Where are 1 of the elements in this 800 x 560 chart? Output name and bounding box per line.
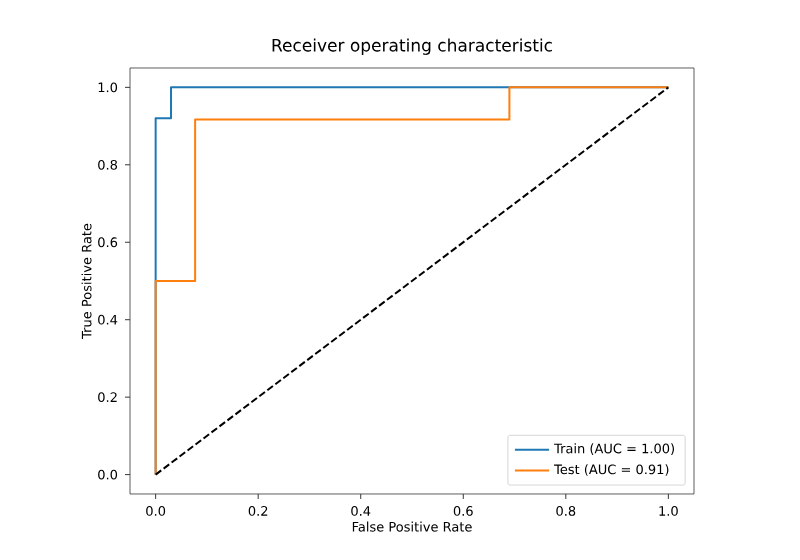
chart-title: Receiver operating characteristic [272, 38, 552, 55]
